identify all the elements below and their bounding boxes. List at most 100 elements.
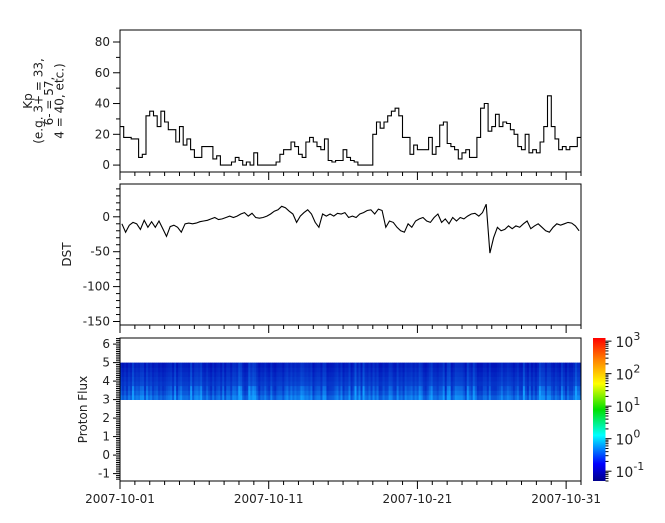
heatmap-cell: [352, 371, 355, 377]
heatmap-cell: [354, 381, 357, 387]
heatmap-cell: [262, 385, 265, 391]
heatmap-cell: [574, 362, 578, 368]
heatmap-cell: [518, 390, 522, 396]
heatmap-cell: [566, 390, 570, 396]
heatmap-cell: [406, 381, 410, 387]
heatmap-cell: [428, 385, 432, 391]
heatmap-cell: [166, 390, 169, 396]
heatmap-cell: [164, 394, 167, 401]
heatmap-cell: [246, 394, 249, 401]
heatmap-cell: [454, 376, 458, 382]
heatmap-cell: [564, 362, 568, 368]
heatmap-cell: [384, 376, 387, 382]
heatmap-cell: [246, 385, 249, 391]
heatmap-cell: [272, 367, 275, 373]
heatmap-cell: [188, 367, 191, 373]
heatmap-cell: [554, 390, 558, 396]
heatmap-cell: [294, 381, 297, 387]
heatmap-cell: [236, 381, 239, 387]
heatmap-cell: [378, 394, 381, 401]
heatmap-cell: [420, 371, 424, 377]
heatmap-cell: [444, 362, 448, 368]
heatmap-cell: [538, 367, 542, 373]
heatmap-cell: [578, 362, 582, 368]
heatmap-cell: [382, 381, 385, 387]
heatmap-cell: [256, 371, 259, 377]
heatmap-cell: [448, 367, 452, 373]
heatmap-cell: [312, 362, 315, 368]
heatmap-cell: [464, 367, 468, 373]
heatmap-cell: [570, 371, 574, 377]
heatmap-cell: [370, 376, 373, 382]
heatmap-cell: [540, 367, 544, 373]
heatmap-cell: [390, 394, 393, 401]
heatmap-cell: [336, 376, 339, 382]
heatmap-cell: [184, 394, 187, 401]
heatmap-cell: [574, 394, 578, 401]
heatmap-cell: [550, 362, 554, 368]
heatmap-cell: [504, 381, 508, 387]
heatmap-cell: [376, 394, 379, 401]
heatmap-cell: [458, 385, 462, 391]
heatmap-cell: [126, 394, 129, 401]
kp-axis-label-line: 6- = 57,: [42, 77, 56, 126]
x-tick-label: 2007-10-11: [234, 492, 304, 506]
heatmap-cell: [210, 367, 213, 373]
heatmap-cell: [262, 367, 265, 373]
heatmap-cell: [480, 376, 484, 382]
kp-plot-frame: [119, 29, 582, 173]
heatmap-cell: [506, 367, 510, 373]
heatmap-cell: [384, 390, 387, 396]
heatmap-cell: [338, 367, 341, 373]
heatmap-cell: [354, 394, 357, 401]
heatmap-cell: [244, 376, 247, 382]
heatmap-cell: [152, 362, 155, 368]
heatmap-cell: [380, 376, 383, 382]
heatmap-cell: [396, 371, 400, 377]
heatmap-cell: [316, 371, 319, 377]
heatmap-cell: [438, 371, 442, 377]
heatmap-cell: [376, 371, 379, 377]
heatmap-cell: [510, 371, 514, 377]
heatmap-cell: [322, 390, 325, 396]
heatmap-cell: [162, 385, 165, 391]
heatmap-cell: [130, 367, 133, 373]
heatmap-cell: [538, 390, 542, 396]
heatmap-cell: [496, 362, 500, 368]
heatmap-cell: [542, 367, 546, 373]
heatmap-cell: [140, 376, 143, 382]
heatmap-cell: [220, 367, 223, 373]
heatmap-cell: [406, 367, 410, 373]
y-tick-label: 3: [102, 393, 110, 407]
heatmap-cell: [132, 371, 135, 377]
heatmap-cell: [296, 385, 299, 391]
heatmap-cell: [142, 394, 145, 401]
heatmap-cell: [476, 381, 480, 387]
heatmap-cell: [240, 385, 243, 391]
heatmap-cell: [380, 371, 383, 377]
heatmap-cell: [238, 394, 241, 401]
heatmap-cell: [284, 362, 287, 368]
heatmap-cell: [452, 376, 456, 382]
heatmap-cell: [492, 390, 496, 396]
heatmap-cell: [398, 376, 402, 382]
heatmap-cell: [442, 381, 446, 387]
heatmap-cell: [394, 390, 397, 396]
heatmap-cell: [150, 376, 153, 382]
heatmap-cell: [476, 385, 480, 391]
heatmap-cell: [124, 390, 127, 396]
heatmap-cell: [360, 390, 363, 396]
heatmap-cell: [162, 381, 165, 387]
heatmap-cell: [372, 362, 375, 368]
heatmap-cell: [442, 394, 446, 401]
heatmap-cell: [434, 367, 438, 373]
heatmap-cell: [212, 362, 215, 368]
heatmap-cell: [384, 367, 387, 373]
heatmap-cell: [470, 385, 474, 391]
heatmap-cell: [322, 385, 325, 391]
heatmap-cell: [180, 371, 183, 377]
heatmap-cell: [558, 371, 562, 377]
heatmap-cell: [554, 367, 558, 373]
heatmap-cell: [224, 376, 227, 382]
heatmap-cell: [460, 376, 464, 382]
